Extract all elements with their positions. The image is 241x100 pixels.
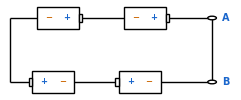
Bar xyxy=(79,14,82,22)
Text: B: B xyxy=(222,77,230,87)
Bar xyxy=(119,71,161,93)
Circle shape xyxy=(208,16,216,20)
Bar xyxy=(37,7,79,29)
Bar xyxy=(123,7,166,29)
Text: A: A xyxy=(222,13,230,23)
Bar xyxy=(29,78,32,86)
Circle shape xyxy=(208,80,216,84)
Bar xyxy=(115,78,119,86)
Bar xyxy=(166,14,169,22)
Text: +: + xyxy=(40,78,47,86)
Text: −: − xyxy=(59,78,66,86)
Text: +: + xyxy=(127,78,134,86)
Text: −: − xyxy=(146,78,153,86)
Text: −: − xyxy=(45,14,52,22)
Text: −: − xyxy=(132,14,139,22)
Text: +: + xyxy=(150,14,157,22)
Text: +: + xyxy=(64,14,71,22)
Bar xyxy=(32,71,74,93)
